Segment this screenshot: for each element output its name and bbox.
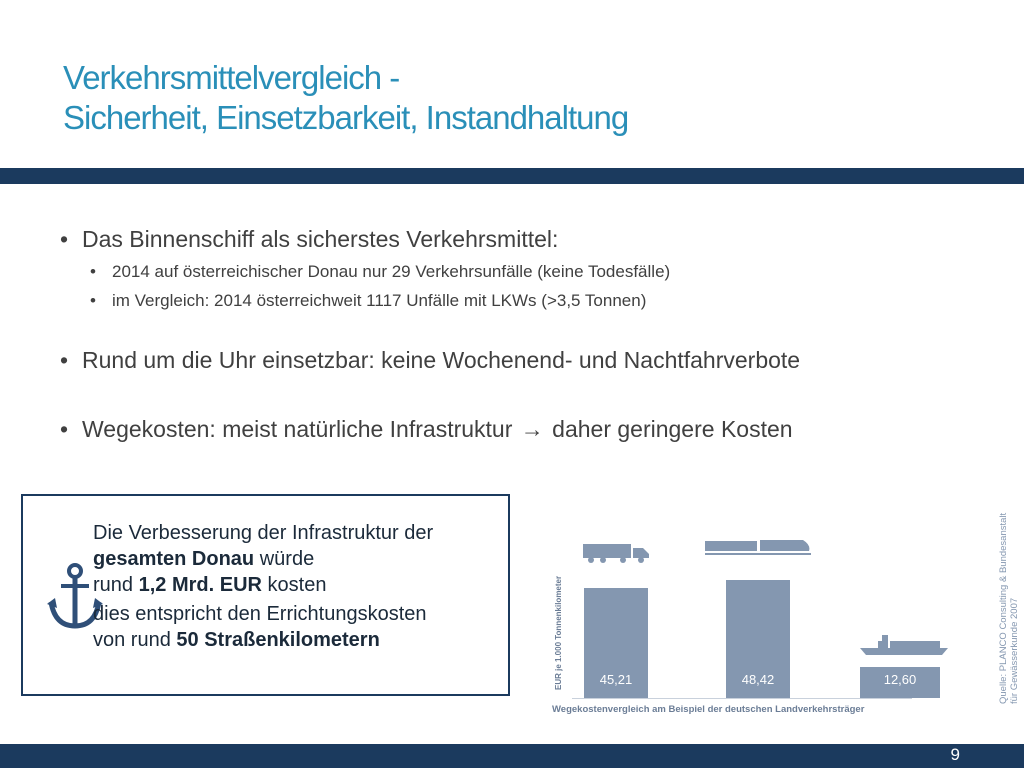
chart-bar-rail <box>726 580 790 698</box>
arrow-right-icon: → <box>520 416 544 442</box>
page-number: 9 <box>950 745 960 764</box>
chart-bar-ship <box>860 667 940 698</box>
chart-y-axis-label: EUR je 1.000 Tonnenkilometer <box>554 575 563 690</box>
bullet-dot: • <box>60 347 69 373</box>
callout-bold-cost: 1,2 Mrd. EUR <box>138 574 262 596</box>
truck-icon <box>583 544 649 563</box>
bullet-dot: • <box>60 226 69 252</box>
callout-bold-danube: gesamten Donau <box>93 548 255 570</box>
callout-line-3-start: rund <box>93 574 139 596</box>
bullet-infrastructure-cost-part-1: Wegekosten: meist natürliche Infrastrukt… <box>82 416 513 442</box>
bullet-infrastructure-cost-part-2: daher geringere Kosten <box>552 416 793 442</box>
callout-line-1: Die Verbesserung der Infrastruktur der <box>93 522 434 544</box>
ship-icon <box>860 635 948 655</box>
callout-line-4: dies entspricht den Errichtungskosten <box>93 603 427 625</box>
bullet-dot: • <box>90 262 96 281</box>
danube-cost-callout: Die Verbesserung der Infrastruktur der g… <box>21 494 510 696</box>
callout-text: Die Verbesserung der Infrastruktur der g… <box>93 520 503 653</box>
train-icon <box>705 540 811 555</box>
callout-line-5: von rund 50 Straßenkilometern <box>93 627 503 653</box>
chart-baseline <box>572 698 912 699</box>
sub-bullet-truck-accidents-text: im Vergleich: 2014 österreichweit 1117 U… <box>112 291 647 310</box>
slide-title: Verkehrsmittelvergleich - Sicherheit, Ei… <box>63 58 963 138</box>
source-line-2: für Gewässerkunde 2007 <box>1009 597 1020 704</box>
callout-line-2-rest: würde <box>254 548 315 570</box>
callout-bold-road-km: 50 Straßenkilometern <box>176 629 380 651</box>
chart-value-label-ship: 12,60 <box>883 672 917 687</box>
callout-line-5-start: von rund <box>93 629 177 651</box>
header-band <box>0 168 1024 184</box>
bullet-infrastructure-cost-text: Wegekosten: meist natürliche Infrastrukt… <box>82 416 793 443</box>
chart-value-label-truck: 45,21 <box>599 672 633 687</box>
source-line-1: Quelle: PLANCO Consulting & Bundesanstal… <box>998 512 1009 704</box>
slide-title-line-1: Verkehrsmittelvergleich - <box>63 59 400 96</box>
slide-title-line-2: Sicherheit, Einsetzbarkeit, Instandhaltu… <box>63 99 629 136</box>
callout-line-3: rund 1,2 Mrd. EUR kosten <box>93 572 503 598</box>
footer-band: 9 <box>0 744 1024 768</box>
callout-line-3-rest: kosten <box>261 574 327 596</box>
road-cost-chart: EUR je 1.000 Tonnenkilometer 45,21 48,42… <box>540 520 948 720</box>
sub-bullet-danube-accidents-text: 2014 auf österreichischer Donau nur 29 V… <box>112 262 671 281</box>
chart-caption: Wegekostenvergleich am Beispiel der deut… <box>552 704 865 715</box>
bullet-availability-text: Rund um die Uhr einsetzbar: keine Wochen… <box>82 347 801 373</box>
chart-bar-truck <box>584 588 648 698</box>
callout-line-2: gesamten Donau würde <box>93 546 503 572</box>
chart-value-label-rail: 48,42 <box>741 672 775 687</box>
bullet-dot: • <box>60 416 69 442</box>
source-note: Quelle: PLANCO Consulting & Bundesanstal… <box>998 474 1020 704</box>
bullet-safety-text: Das Binnenschiff als sicherstes Verkehrs… <box>82 226 559 252</box>
anchor-icon <box>47 563 103 629</box>
bullet-dot: • <box>90 291 96 310</box>
